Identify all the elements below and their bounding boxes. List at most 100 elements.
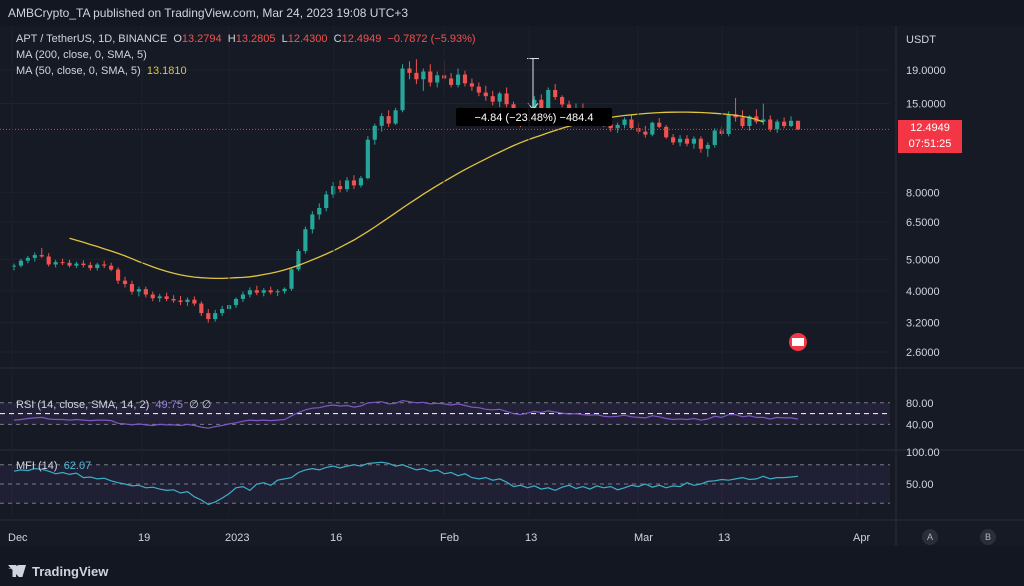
symbol-label: APT / TetherUS, 1D, BINANCE <box>16 33 168 45</box>
candle-body <box>740 117 745 127</box>
rsi-label: RSI (14, close, SMA, 14, 2) <box>16 399 150 411</box>
candle-body <box>504 93 509 105</box>
low-value: 12.4300 <box>287 33 328 45</box>
ma50-label: MA (50, close, 0, SMA, 5) <box>16 65 141 77</box>
footer: TradingView <box>0 556 1024 586</box>
candle-body <box>53 262 58 265</box>
price-tick-label: 5.0000 <box>906 254 940 266</box>
candle-body <box>712 130 717 145</box>
candle-body <box>643 131 648 135</box>
candle-body <box>629 119 634 129</box>
candle-body <box>490 96 495 102</box>
price-tick-label: 8.0000 <box>906 188 940 200</box>
candle-body <box>317 207 322 215</box>
ma200-legend[interactable]: MA (200, close, 0, SMA, 5) <box>16 49 147 61</box>
candle-body <box>400 68 405 111</box>
candle-body <box>782 121 787 127</box>
ma50-value: 13.1810 <box>146 65 187 77</box>
candle-body <box>143 289 148 295</box>
price-tick-label: 2.6000 <box>906 347 940 359</box>
candle-body <box>747 116 752 127</box>
candle-body <box>46 256 51 265</box>
candle-body <box>81 263 86 266</box>
candle-body <box>185 299 190 302</box>
countdown-label: 07:51:25 <box>898 136 962 153</box>
rsi-legend[interactable]: RSI (14, close, SMA, 14, 2) 49.75 ∅ ∅ <box>16 398 211 411</box>
rsi-extra: ∅ ∅ <box>189 399 212 411</box>
mfi-label: MFI (14) <box>16 460 58 472</box>
time-tick-label: 16 <box>330 532 342 544</box>
candle-body <box>74 263 79 266</box>
time-tick-label: Apr <box>853 532 870 544</box>
candle-body <box>18 260 24 266</box>
candle-body <box>136 289 141 292</box>
publisher-header: AMBCrypto_TA published on TradingView.co… <box>0 0 1024 26</box>
candle-body <box>788 120 794 127</box>
tradingview-logo[interactable]: TradingView <box>8 564 108 579</box>
candle-body <box>671 137 676 143</box>
candle-body <box>261 290 266 293</box>
candle-body <box>296 251 301 270</box>
candle-body <box>25 257 30 261</box>
time-tick-label: 19 <box>138 532 150 544</box>
candle-body <box>32 255 37 258</box>
mfi-tick-label: 100.00 <box>906 447 940 459</box>
candle-body <box>102 264 107 266</box>
time-tick-label: 2023 <box>225 532 249 544</box>
candle-body <box>775 121 780 130</box>
ma50-legend[interactable]: MA (50, close, 0, SMA, 5) 13.1810 <box>16 65 187 77</box>
currency-unit: USDT <box>906 34 936 46</box>
candle-body <box>88 265 93 269</box>
candle-body <box>240 294 246 299</box>
candle-body <box>379 116 384 126</box>
candle-body <box>795 120 801 130</box>
us-flag-icon-inner <box>792 338 804 346</box>
candle-body <box>220 309 225 314</box>
candle-body <box>338 186 343 190</box>
candle-body <box>414 72 419 80</box>
high-label: H <box>227 33 236 45</box>
candle-body <box>192 299 197 304</box>
tradingview-logo-icon <box>8 565 26 577</box>
candle-body <box>497 93 502 102</box>
candle-body <box>615 124 620 129</box>
indicator-button-a[interactable]: A <box>922 529 938 545</box>
candle-body <box>254 290 259 293</box>
candle-body <box>483 92 488 97</box>
time-tick-label: Dec <box>8 532 28 544</box>
candle-body <box>386 116 391 124</box>
time-tick-label: 13 <box>718 532 730 544</box>
candle-body <box>761 119 766 122</box>
candle-body <box>109 265 114 270</box>
mfi-band <box>0 464 890 504</box>
measure-label: −4.84 (−23.48%) −484.4 <box>475 112 594 124</box>
candle-body <box>532 99 537 112</box>
candle-body <box>684 138 690 144</box>
candle-body <box>657 122 662 127</box>
candle-body <box>462 74 468 84</box>
candle-body <box>129 284 135 292</box>
mfi-legend[interactable]: MFI (14) 62.07 <box>16 460 91 472</box>
candle-body <box>358 178 363 186</box>
price-tick-label: 3.2000 <box>906 318 940 330</box>
close-value: 12.4949 <box>341 33 382 45</box>
price-tick-label: 19.0000 <box>906 65 946 77</box>
candle-body <box>344 180 350 190</box>
candle-body <box>768 119 773 130</box>
candle-body <box>428 71 433 83</box>
candle-body <box>157 296 162 299</box>
time-tick-label: Mar <box>634 532 653 544</box>
candle-body <box>698 138 703 149</box>
candle-body <box>726 114 731 134</box>
price-chart-svg[interactable]: 19.0000 15.0000 8.0000 6.5000 5.0000 4.0000 3.… <box>0 26 1024 546</box>
candle-body <box>11 265 17 267</box>
candle-body <box>178 300 183 302</box>
mfi-tick-label: 50.00 <box>906 479 934 491</box>
candle-body <box>546 90 551 111</box>
indicator-button-b[interactable]: B <box>980 529 996 545</box>
chart-area[interactable]: 19.0000 15.0000 8.0000 6.5000 5.0000 4.0000 3.… <box>0 26 1024 546</box>
candle-body <box>171 298 176 301</box>
candle-body <box>247 290 252 295</box>
mfi-line <box>13 461 799 506</box>
candle-body <box>677 138 683 143</box>
